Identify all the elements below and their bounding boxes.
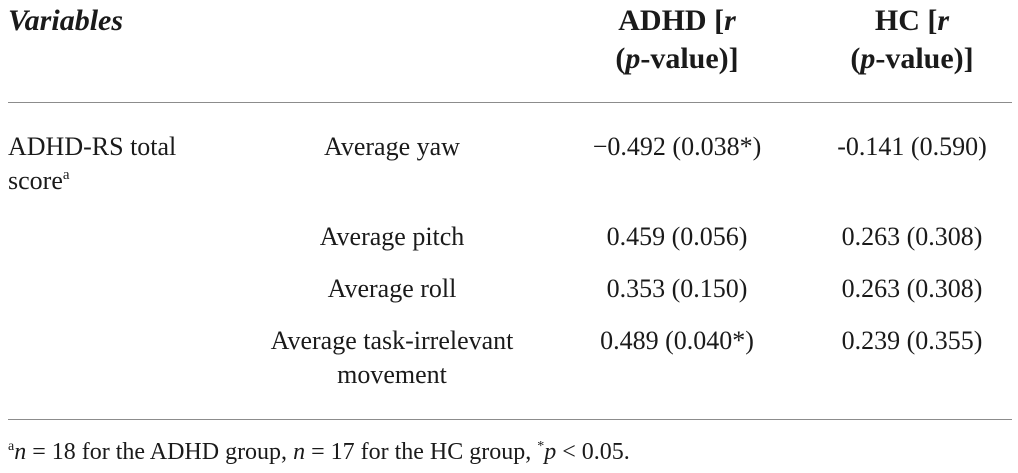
hc-value-pitch: 0.263 (0.308) — [841, 222, 983, 251]
hc-value-yaw: -0.141 (0.590) — [837, 132, 987, 161]
adhd-value-pitch: 0.459 (0.056) — [606, 222, 748, 251]
table-bottom-rule — [8, 419, 1012, 420]
group-label: ADHD-RS total scorea — [8, 132, 177, 195]
measure-pitch: Average pitch — [319, 222, 465, 251]
hc-value-roll: 0.263 (0.308) — [841, 274, 983, 303]
measure-yaw: Average yaw — [324, 132, 460, 161]
hc-value-task-irrelevant: 0.239 (0.355) — [841, 326, 983, 355]
header-adhd: ADHD [r (p-value)] — [615, 4, 739, 75]
footnote-marker: a — [62, 167, 70, 183]
adhd-value-roll: 0.353 (0.150) — [606, 274, 748, 303]
adhd-value-task-irrelevant: 0.489 (0.040*) — [600, 326, 754, 355]
table-footnote: an = 18 for the ADHD group, n = 17 for t… — [8, 439, 630, 465]
header-variables: Variables — [8, 4, 124, 37]
measure-task-irrelevant: Average task-irrelevant movement — [270, 326, 514, 389]
header-divider — [8, 102, 1012, 103]
measure-roll: Average roll — [327, 274, 457, 303]
adhd-value-yaw: −0.492 (0.038*) — [592, 132, 762, 161]
header-hc: HC [r (p-value)] — [850, 4, 974, 75]
